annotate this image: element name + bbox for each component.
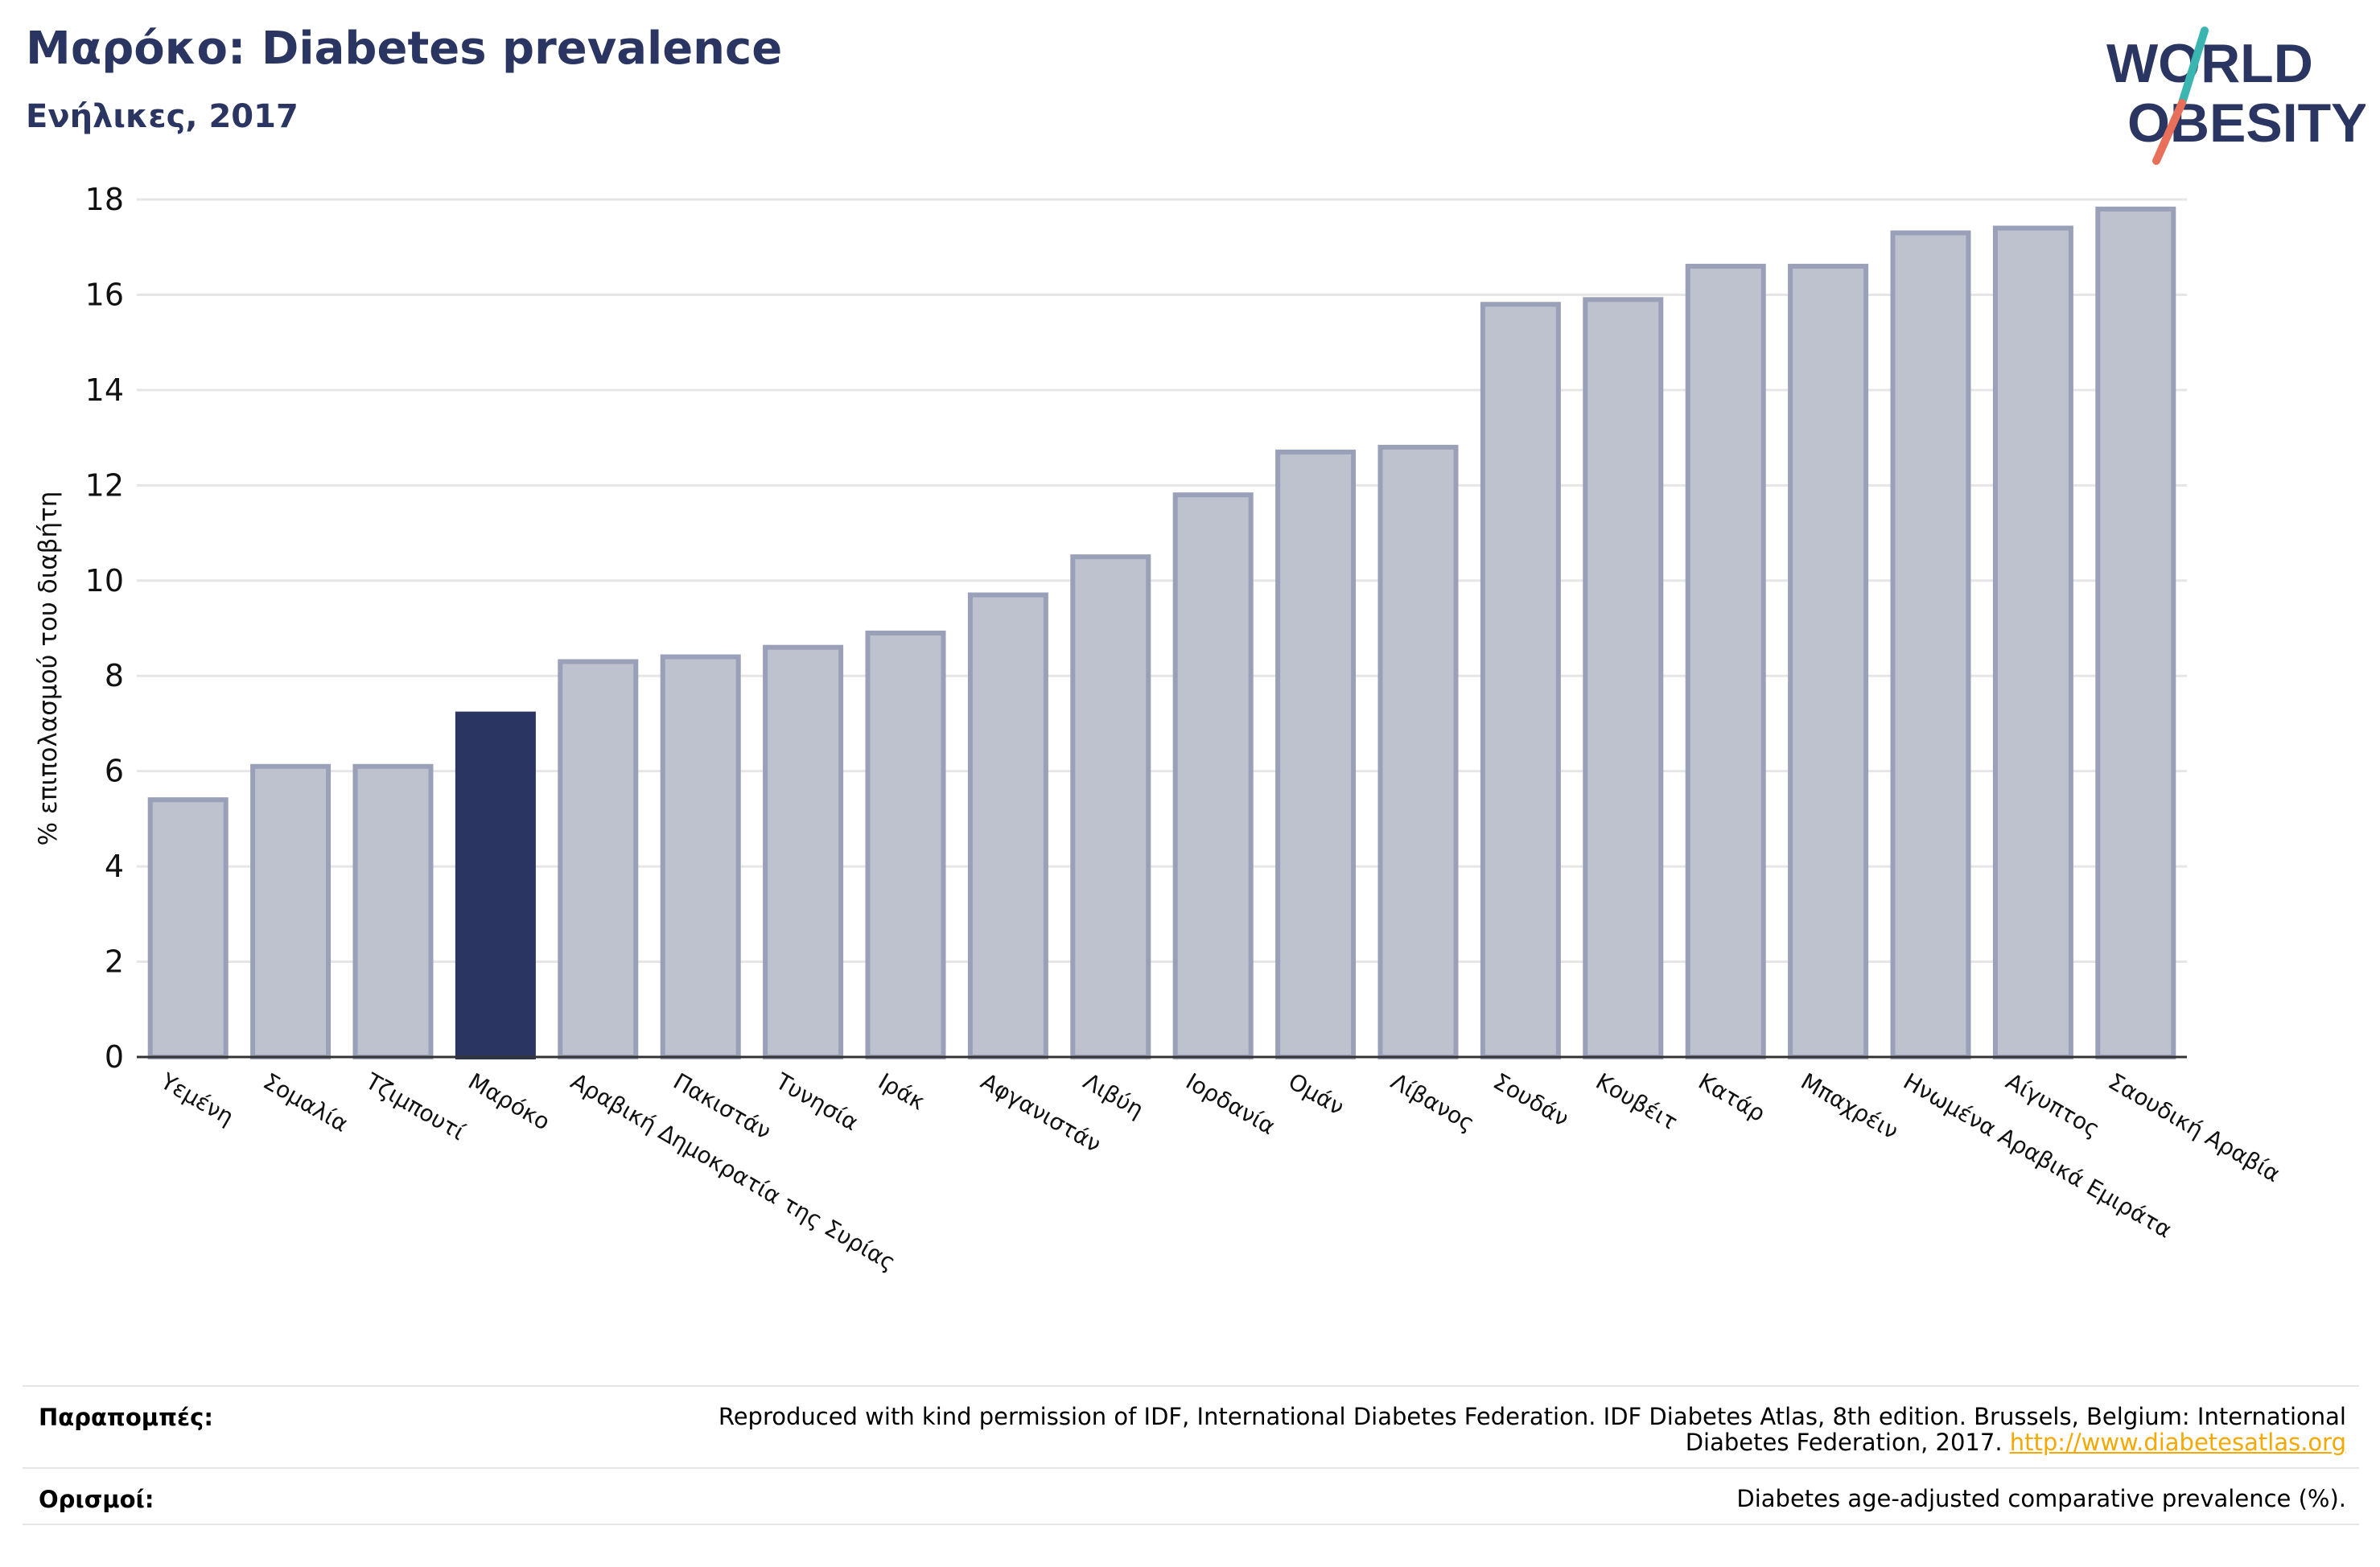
bar — [967, 592, 1048, 1059]
references-label: Παραπομπές: — [39, 1404, 213, 1431]
bar — [352, 763, 434, 1059]
chart-subtitle: Ενήλικες, 2017 — [26, 98, 299, 135]
x-tick-label: Λιβύη — [1079, 1067, 1148, 1123]
x-tick-label: Σουδάν — [1489, 1067, 1573, 1132]
chart-title: Μαρόκο: Diabetes prevalence — [26, 23, 783, 75]
y-tick-label: 10 — [85, 563, 124, 598]
footer-divider-top — [23, 1385, 2359, 1387]
x-tick-label: Σομαλία — [259, 1067, 353, 1137]
x-tick-label: Ομάν — [1284, 1067, 1349, 1121]
y-tick-label: 18 — [85, 182, 124, 217]
x-tick-label: Λίβανος — [1386, 1067, 1479, 1137]
bar — [147, 797, 229, 1059]
x-tick-label: Ιορδανία — [1181, 1067, 1279, 1140]
x-tick-label: Ιράκ — [874, 1067, 929, 1115]
bar — [558, 659, 639, 1059]
y-tick-label: 0 — [105, 1039, 124, 1075]
x-tick-label: Τζιμπουτί — [360, 1067, 470, 1145]
references-text-line1: Reproduced with kind permission of IDF, … — [718, 1403, 2346, 1430]
x-tick-label: Υεμένη — [155, 1067, 238, 1130]
footer-divider-bottom — [23, 1524, 2359, 1525]
x-tick-label: Κουβέιτ — [1591, 1067, 1682, 1135]
x-tick-label: Τυνησία — [771, 1067, 863, 1136]
bar — [1480, 302, 1561, 1059]
bar — [1583, 297, 1664, 1060]
y-axis-label: % επιπολασμού του διαβήτη — [34, 491, 63, 846]
bar — [865, 630, 946, 1059]
bar — [2095, 206, 2176, 1059]
world-obesity-logo: WORLD OBESITY — [2106, 27, 2366, 165]
bar — [250, 763, 331, 1059]
bar — [1788, 263, 1869, 1059]
y-tick-label: 16 — [85, 277, 124, 312]
y-tick-label: 8 — [105, 658, 124, 693]
bar — [660, 654, 741, 1059]
bar — [1070, 554, 1151, 1059]
bar — [1275, 449, 1357, 1059]
x-tick-label: Μαρόκο — [463, 1067, 554, 1135]
references-link[interactable]: http://www.diabetesatlas.org — [2009, 1429, 2346, 1456]
logo-line1: WORLD — [2106, 33, 2313, 94]
bar — [1377, 444, 1459, 1059]
definitions-text: Diabetes age-adjusted comparative preval… — [1736, 1485, 2346, 1512]
references-text: Reproduced with kind permission of IDF, … — [576, 1404, 2346, 1455]
x-tick-label: Σαουδική Αραβία — [2104, 1067, 2285, 1187]
x-tick-label: Κατάρ — [1694, 1067, 1769, 1127]
bar — [1685, 263, 1766, 1059]
y-tick-label: 2 — [105, 944, 124, 980]
bar — [763, 644, 844, 1059]
bar — [1172, 492, 1254, 1059]
logo-slash-teal — [2178, 27, 2209, 107]
logo-slash-coral — [2152, 99, 2186, 165]
bar — [455, 711, 536, 1059]
bar — [1992, 225, 2073, 1059]
definitions-label: Ορισμοί: — [39, 1486, 154, 1513]
y-tick-label: 6 — [105, 754, 124, 789]
y-tick-label: 12 — [85, 467, 124, 503]
references-text-line2: Diabetes Federation, 2017. — [1685, 1429, 2003, 1456]
bar — [1890, 230, 1971, 1059]
y-tick-label: 4 — [105, 849, 124, 884]
x-tick-label: Μπαχρέιν — [1797, 1067, 1903, 1144]
footer-divider-middle — [23, 1467, 2359, 1469]
y-tick-label: 14 — [85, 372, 124, 408]
bar-chart: 0 2 4 6 8 10 12 14 16 18 % επιπολασμού του διαβήτη… — [34, 182, 2285, 1276]
